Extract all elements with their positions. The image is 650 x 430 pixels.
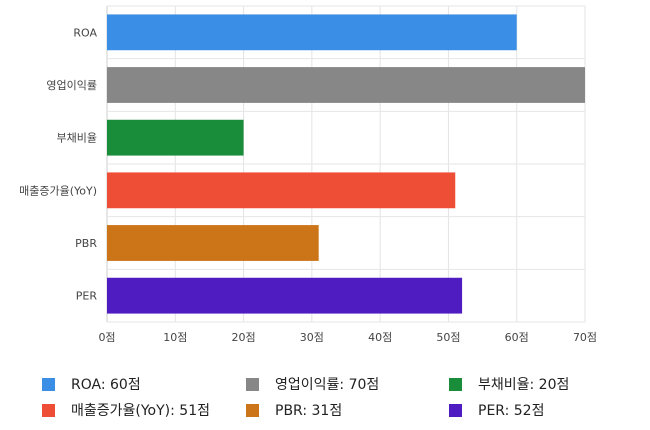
y-category-label: ROA <box>73 26 97 39</box>
x-tick-label: 60점 <box>505 331 529 344</box>
legend-item-roa[interactable]: ROA: 60점 <box>42 374 141 394</box>
legend-swatch-pbr <box>246 403 259 417</box>
legend-swatch-debt-ratio <box>449 377 462 391</box>
y-category-label: 매출증가율(YoY) <box>19 184 97 197</box>
legend-item-pbr[interactable]: PBR: 31점 <box>246 400 342 420</box>
legend-item-operating-margin[interactable]: 영업이익률: 70점 <box>246 374 379 394</box>
bar[interactable] <box>107 119 244 156</box>
legend-label-pbr: PBR: 31점 <box>275 403 343 419</box>
y-category-label: 부채비율 <box>57 132 97 145</box>
legend: ROA: 60점 영업이익률: 70점 부채비율: 20점 매출증가율(YoY)… <box>0 372 650 428</box>
bar[interactable] <box>107 172 456 209</box>
legend-label-operating-margin: 영업이익률: 70점 <box>275 377 380 393</box>
y-category-label: PBR <box>75 237 97 250</box>
legend-item-revenue-growth[interactable]: 매출증가율(YoY): 51점 <box>42 400 210 420</box>
bars <box>107 14 585 314</box>
x-tick-label: 10점 <box>163 331 187 344</box>
x-tick-label: 0점 <box>98 331 115 344</box>
grid <box>106 5 586 323</box>
legend-label-per: PER: 52점 <box>478 403 545 419</box>
legend-label-roa: ROA: 60점 <box>71 377 141 393</box>
bar[interactable] <box>107 225 319 261</box>
bar[interactable] <box>107 277 463 314</box>
x-tick-label: 30점 <box>300 331 324 344</box>
y-category-label: PER <box>76 290 98 303</box>
bar[interactable] <box>107 14 517 51</box>
x-tick-label: 40점 <box>368 331 392 344</box>
bar[interactable] <box>107 67 585 103</box>
legend-swatch-per <box>449 403 462 417</box>
x-tick-label: 20점 <box>232 331 256 344</box>
x-tick-label: 50점 <box>436 331 460 344</box>
legend-swatch-roa <box>42 377 55 391</box>
x-tick-label: 70점 <box>573 331 597 344</box>
legend-item-debt-ratio[interactable]: 부채비율: 20점 <box>449 374 569 394</box>
x-axis-ticks: 0점 10점 20점 30점 40점 50점 60점 70점 <box>98 331 597 344</box>
y-category-label: 영업이익률 <box>46 79 97 92</box>
legend-item-per[interactable]: PER: 52점 <box>449 400 544 420</box>
legend-label-revenue-growth: 매출증가율(YoY): 51점 <box>71 403 210 419</box>
legend-swatch-operating-margin <box>246 377 259 391</box>
legend-swatch-revenue-growth <box>42 403 55 417</box>
legend-label-debt-ratio: 부채비율: 20점 <box>478 377 570 393</box>
